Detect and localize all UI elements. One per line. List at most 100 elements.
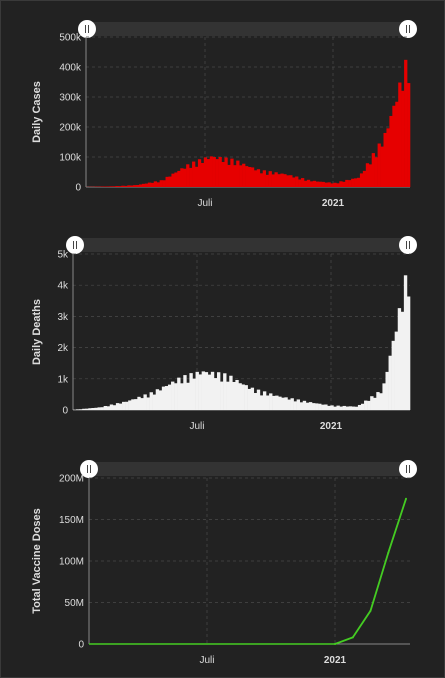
y-tick-label: 500k xyxy=(59,33,82,44)
data-bar xyxy=(253,170,258,187)
data-bar xyxy=(376,392,380,410)
data-bar xyxy=(127,185,131,187)
range-start-handle[interactable] xyxy=(78,20,96,38)
data-bar xyxy=(161,386,166,410)
data-bar xyxy=(109,404,114,410)
data-bar xyxy=(100,407,104,410)
range-end-handle[interactable] xyxy=(399,20,417,38)
data-bar xyxy=(280,173,284,187)
data-bar xyxy=(131,399,135,410)
data-bar xyxy=(348,180,352,187)
data-bar xyxy=(274,172,278,187)
data-bar xyxy=(360,403,365,410)
data-bar xyxy=(407,83,411,187)
x-tick-label: 2021 xyxy=(320,421,343,432)
range-start-handle[interactable] xyxy=(66,236,84,254)
data-bar xyxy=(383,132,387,187)
data-bar xyxy=(115,403,120,410)
data-bar xyxy=(195,371,199,410)
data-bar xyxy=(345,406,350,410)
data-bar xyxy=(82,408,86,410)
data-bar xyxy=(318,181,322,187)
data-bar xyxy=(391,340,395,410)
range-slider-track[interactable] xyxy=(87,22,408,36)
data-bar xyxy=(318,403,322,410)
data-bar xyxy=(118,186,122,187)
data-bar xyxy=(374,157,378,187)
data-bar xyxy=(296,399,301,410)
data-bar xyxy=(227,164,231,187)
x-tick-label: 2021 xyxy=(324,655,347,666)
data-bar xyxy=(315,181,319,187)
range-start-handle[interactable] xyxy=(80,460,98,478)
data-bar xyxy=(212,157,216,187)
data-bar xyxy=(118,403,123,410)
data-bar xyxy=(221,162,225,187)
data-bar xyxy=(400,311,405,410)
y-tick-label: 0 xyxy=(78,640,84,651)
data-bar xyxy=(198,374,202,410)
y-axis-title: Total Vaccine Doses xyxy=(31,508,43,614)
data-bar xyxy=(247,388,251,410)
data-bar xyxy=(230,158,234,187)
data-bar xyxy=(85,408,89,410)
data-bar xyxy=(302,400,307,410)
data-bar xyxy=(168,176,172,187)
data-bar xyxy=(122,401,126,410)
range-slider-track[interactable] xyxy=(89,462,408,476)
data-bar xyxy=(236,160,240,187)
range-end-handle[interactable] xyxy=(399,236,417,254)
data-bar xyxy=(177,377,181,410)
data-bar xyxy=(207,374,212,410)
data-bar xyxy=(364,400,368,410)
data-bar xyxy=(242,163,246,187)
data-bar xyxy=(373,397,377,410)
data-bar xyxy=(171,173,175,187)
data-bar xyxy=(398,82,402,187)
data-bar xyxy=(403,275,408,410)
data-bar xyxy=(174,383,178,410)
data-bar xyxy=(128,400,132,410)
data-bar xyxy=(233,165,237,187)
data-bar xyxy=(121,185,125,187)
data-bar xyxy=(91,408,95,410)
x-tick-label: 2021 xyxy=(322,198,345,209)
data-bar xyxy=(165,176,169,187)
data-bar xyxy=(183,375,187,410)
data-bar xyxy=(386,128,390,187)
data-bar xyxy=(109,186,113,187)
data-bar xyxy=(155,389,160,410)
data-bar xyxy=(371,153,375,187)
data-bar xyxy=(295,176,299,187)
data-bar xyxy=(189,373,193,410)
data-bar xyxy=(146,397,150,410)
data-bar xyxy=(141,183,146,187)
y-tick-label: 0 xyxy=(75,183,81,194)
data-point xyxy=(387,551,390,554)
data-bar xyxy=(289,175,293,187)
data-bar xyxy=(324,404,328,410)
data-bar xyxy=(330,183,334,187)
data-bar xyxy=(103,186,107,187)
data-bar xyxy=(164,386,169,410)
range-slider-track[interactable] xyxy=(75,238,408,252)
data-bar xyxy=(220,381,224,410)
data-bar xyxy=(368,164,373,187)
data-bar xyxy=(271,174,275,187)
data-bar xyxy=(365,163,370,187)
y-tick-label: 0 xyxy=(62,406,68,417)
data-bar xyxy=(351,178,355,187)
data-bar xyxy=(392,105,396,187)
data-bar xyxy=(262,170,266,187)
data-bar xyxy=(256,389,261,410)
data-bar xyxy=(283,174,287,187)
range-end-handle[interactable] xyxy=(399,460,417,478)
data-bar xyxy=(210,371,215,410)
data-bar xyxy=(298,179,302,187)
data-bar xyxy=(321,181,325,187)
data-bar xyxy=(239,165,243,187)
data-bar xyxy=(250,167,255,187)
data-point xyxy=(351,636,354,639)
data-bar xyxy=(97,407,101,410)
y-tick-label: 100k xyxy=(59,153,82,164)
